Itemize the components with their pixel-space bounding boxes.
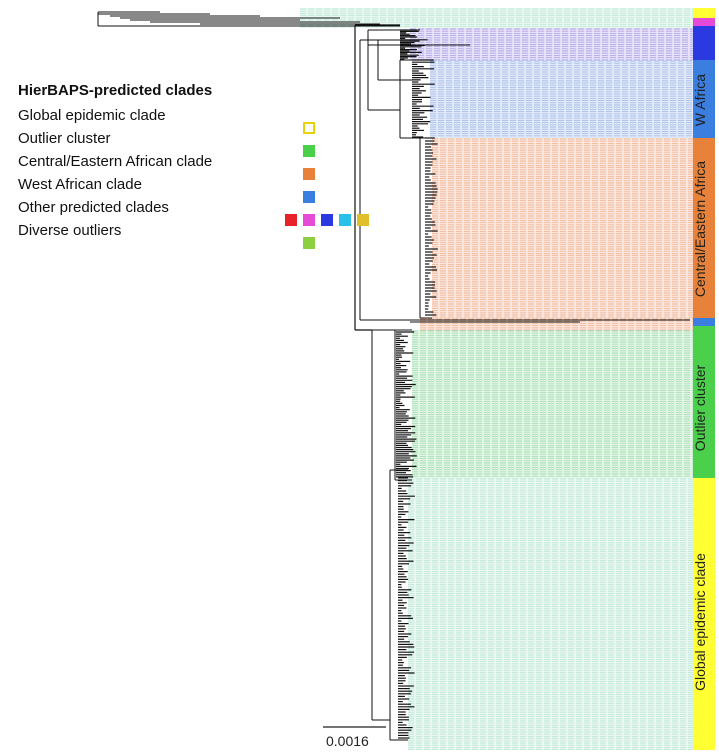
legend-title: HierBAPS-predicted clades	[18, 82, 213, 99]
branch	[354, 24, 400, 331]
legend-item-global-epidemic: Global epidemic clade	[18, 107, 166, 124]
band-label-global-epidemic-clade: Global epidemic clade	[692, 553, 708, 691]
clade-band	[693, 8, 715, 18]
clade-tip-shading	[300, 8, 693, 751]
tree-branches	[97, 11, 690, 741]
legend-swatch	[321, 214, 333, 226]
band-label-central-eastern-africa: Central/Eastern Africa	[692, 160, 708, 298]
band-label-w-africa: W Africa	[692, 73, 708, 127]
clade-color-bands	[693, 8, 715, 750]
legend-swatch	[303, 191, 315, 203]
legend-swatch	[303, 237, 315, 249]
clade-band	[693, 60, 715, 138]
legend-item-other-clades: Other predicted clades	[18, 199, 169, 216]
legend-swatch	[285, 214, 297, 226]
band-label-outlier-cluster: Outlier cluster	[692, 364, 708, 452]
legend-swatch	[303, 214, 315, 226]
clade-band	[693, 18, 715, 26]
clade-band	[693, 26, 715, 60]
legend-swatch	[303, 168, 315, 180]
legend-swatch	[339, 214, 351, 226]
clade-band	[693, 318, 715, 478]
clade-band	[693, 478, 715, 750]
legend-item-outlier-cluster: Outlier cluster	[18, 130, 111, 147]
legend-item-west-african: West African clade	[18, 176, 142, 193]
scale-bar-label: 0.0016	[326, 733, 369, 749]
clade-band	[693, 138, 715, 318]
legend-swatch	[303, 122, 315, 134]
branch	[160, 21, 380, 25]
legend-item-diverse-outliers: Diverse outliers	[18, 222, 122, 239]
branch	[367, 29, 470, 111]
legend-swatch	[357, 214, 369, 226]
clade-band	[693, 318, 715, 326]
legend-item-central-eastern: Central/Eastern African clade	[18, 153, 213, 170]
legend-swatch	[303, 145, 315, 157]
